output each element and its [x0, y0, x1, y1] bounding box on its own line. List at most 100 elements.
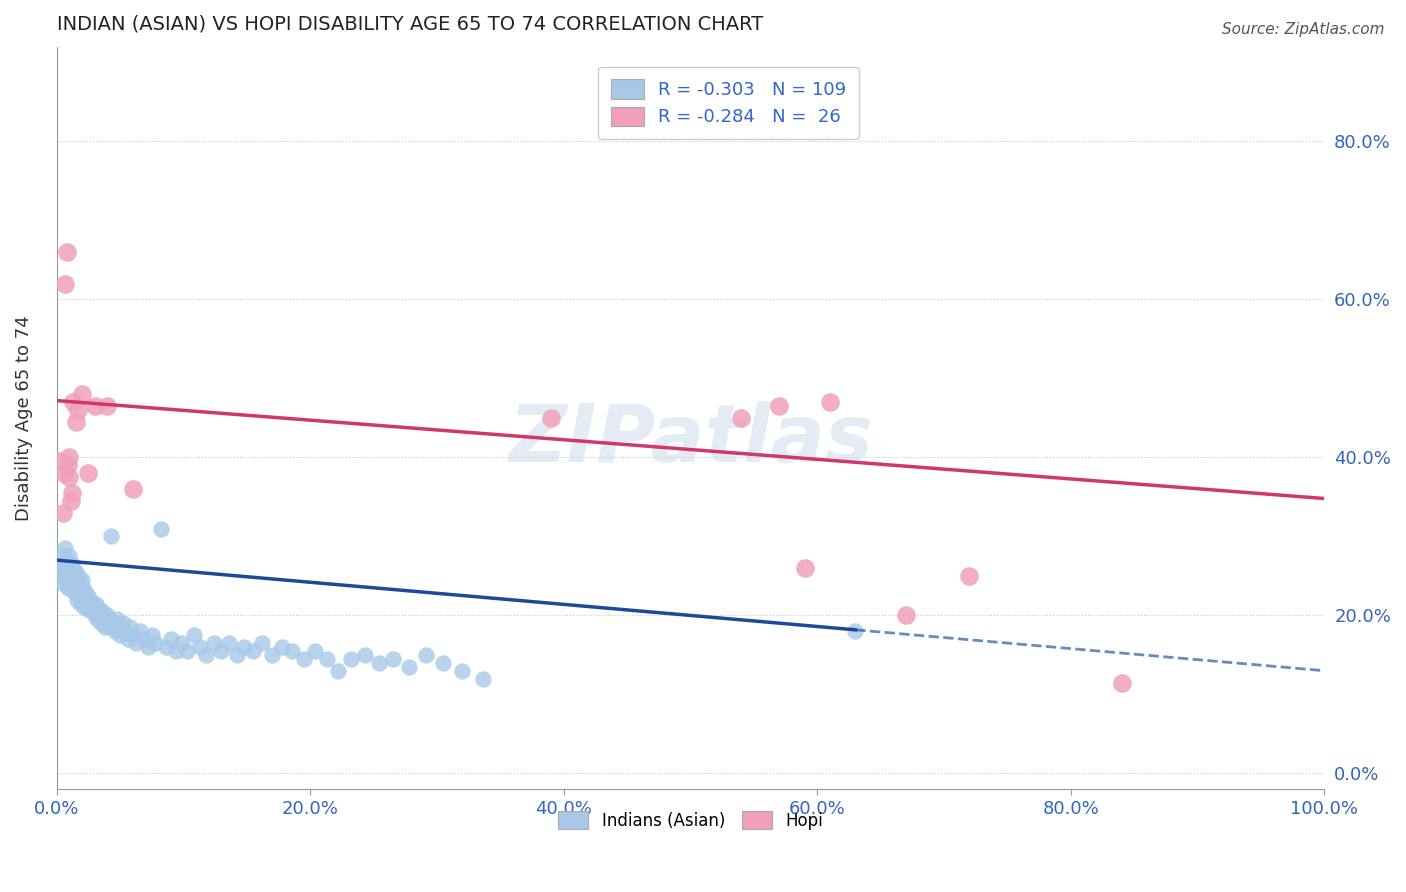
Point	[957, 569, 980, 583]
Point	[107, 612, 129, 626]
Point	[67, 403, 90, 417]
Point	[87, 600, 110, 615]
Point	[89, 605, 111, 619]
Point	[56, 581, 79, 595]
Y-axis label: Disability Age 65 to 74: Disability Age 65 to 74	[15, 315, 32, 521]
Point	[55, 541, 77, 556]
Point	[304, 644, 326, 658]
Point	[145, 636, 167, 650]
Point	[72, 592, 94, 607]
Point	[67, 589, 90, 603]
Point	[540, 411, 562, 425]
Legend: Indians (Asian), Hopi: Indians (Asian), Hopi	[551, 805, 830, 837]
Point	[58, 549, 80, 564]
Point	[62, 395, 84, 409]
Point	[271, 640, 294, 654]
Point	[90, 616, 112, 631]
Point	[60, 557, 83, 571]
Point	[53, 467, 76, 481]
Point	[136, 640, 159, 654]
Point	[233, 640, 256, 654]
Point	[103, 616, 125, 631]
Point	[129, 624, 152, 639]
Point	[225, 648, 247, 662]
Point	[894, 608, 917, 623]
Point	[94, 620, 117, 634]
Point	[55, 553, 77, 567]
Point	[451, 664, 474, 678]
Text: ZIPatlas: ZIPatlas	[508, 401, 873, 479]
Point	[149, 522, 172, 536]
Point	[242, 644, 264, 658]
Point	[70, 589, 93, 603]
Point	[59, 565, 82, 579]
Point	[93, 610, 115, 624]
Point	[188, 640, 211, 654]
Point	[60, 569, 83, 583]
Point	[218, 636, 240, 650]
Point	[281, 644, 304, 658]
Point	[121, 482, 143, 496]
Point	[202, 636, 225, 650]
Point	[55, 565, 77, 579]
Point	[70, 573, 93, 587]
Point	[91, 605, 114, 619]
Point	[58, 561, 80, 575]
Point	[818, 395, 841, 409]
Text: Source: ZipAtlas.com: Source: ZipAtlas.com	[1222, 22, 1385, 37]
Point	[72, 581, 94, 595]
Point	[75, 592, 97, 607]
Point	[353, 648, 375, 662]
Point	[53, 557, 76, 571]
Point	[82, 597, 104, 611]
Point	[55, 245, 77, 260]
Point	[111, 616, 134, 631]
Point	[67, 577, 90, 591]
Point	[159, 632, 181, 647]
Point	[170, 636, 193, 650]
Point	[1111, 675, 1133, 690]
Point	[73, 600, 96, 615]
Point	[339, 652, 361, 666]
Point	[60, 581, 83, 595]
Point	[155, 640, 177, 654]
Point	[315, 652, 337, 666]
Point	[117, 632, 139, 647]
Point	[183, 628, 205, 642]
Point	[80, 605, 103, 619]
Point	[66, 573, 89, 587]
Point	[55, 277, 77, 291]
Point	[292, 652, 315, 666]
Point	[768, 399, 790, 413]
Point	[326, 664, 349, 678]
Point	[52, 506, 75, 520]
Point	[730, 411, 752, 425]
Point	[250, 636, 273, 650]
Point	[52, 549, 75, 564]
Point	[262, 648, 284, 662]
Point	[62, 561, 84, 575]
Point	[65, 565, 87, 579]
Point	[97, 612, 120, 626]
Point	[58, 569, 80, 583]
Point	[84, 597, 107, 611]
Point	[51, 569, 73, 583]
Point	[114, 624, 136, 639]
Point	[59, 577, 82, 591]
Point	[63, 584, 86, 599]
Point	[82, 600, 104, 615]
Point	[69, 597, 91, 611]
Point	[415, 648, 437, 662]
Point	[69, 584, 91, 599]
Text: INDIAN (ASIAN) VS HOPI DISABILITY AGE 65 TO 74 CORRELATION CHART: INDIAN (ASIAN) VS HOPI DISABILITY AGE 65…	[56, 15, 763, 34]
Point	[73, 584, 96, 599]
Point	[195, 648, 218, 662]
Point	[793, 561, 815, 575]
Point	[209, 644, 232, 658]
Point	[141, 628, 163, 642]
Point	[132, 632, 155, 647]
Point	[121, 628, 143, 642]
Point	[108, 628, 131, 642]
Point	[62, 573, 84, 587]
Point	[77, 589, 100, 603]
